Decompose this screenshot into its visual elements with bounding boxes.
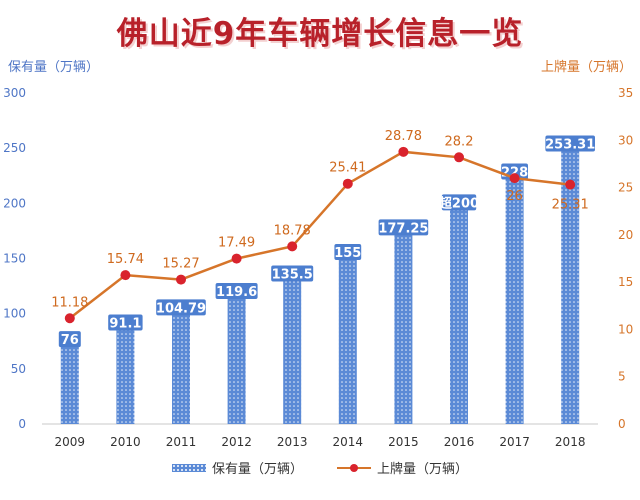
y-left-tick-label: 0 [18, 417, 26, 431]
line-marker-2014 [342, 178, 353, 189]
legend-item-registrations: 上牌量（万辆） [337, 458, 468, 477]
y-right-tick-label: 35 [618, 86, 633, 100]
bar-2010 [116, 323, 135, 424]
y-right-tick-label: 15 [618, 275, 633, 289]
bar-label-bg [545, 135, 595, 152]
line-marker-2015 [398, 146, 409, 157]
bar-label-bg [156, 299, 206, 316]
line-marker-2018 [565, 179, 576, 190]
line-value-label: 17.49 [218, 236, 255, 251]
line-value-label: 28.78 [385, 129, 422, 144]
line-marker-2017 [509, 173, 520, 184]
x-tick-label: 2015 [388, 435, 419, 449]
x-tick-label: 2012 [221, 435, 252, 449]
bar-value-label: 155 [334, 246, 361, 261]
bar-label-bg [58, 331, 81, 348]
legend: 保有量（万辆） 上牌量（万辆） [0, 458, 640, 477]
line-value-label: 25.31 [552, 198, 589, 213]
line-marker-2011 [176, 274, 186, 285]
bar-2009 [60, 340, 79, 424]
bar-label-bg [441, 194, 477, 211]
y-right-tick-label: 20 [618, 228, 633, 242]
bar-label-bg [271, 265, 314, 282]
bar-value-label: 104.79 [156, 301, 206, 316]
x-tick-label: 2011 [166, 435, 197, 449]
x-tick-label: 2017 [499, 435, 530, 449]
line-value-label: 25.41 [329, 161, 366, 176]
registration-line [69, 150, 571, 320]
x-tick-label: 2014 [333, 435, 364, 449]
y-right-tick-label: 0 [618, 417, 626, 431]
bar-label-bg [108, 314, 143, 331]
x-tick-label: 2009 [55, 435, 86, 449]
y-left-tick-label: 150 [3, 252, 26, 266]
bar-value-label: 177.25 [378, 221, 428, 236]
y-left-tick-label: 300 [3, 86, 26, 100]
bar-value-label: 119.6 [216, 285, 257, 300]
bar-label-bg [215, 283, 258, 300]
right-axis-unit: 上牌量（万辆） [540, 60, 632, 75]
legend-item-stock: 保有量（万辆） [171, 458, 303, 477]
line-marker-2016 [454, 152, 464, 163]
bar-value-label: 253.31 [545, 138, 595, 153]
legend-label-stock: 保有量（万辆） [211, 462, 303, 477]
bar-2018 [561, 144, 580, 424]
bar-2016 [450, 203, 468, 424]
x-tick-label: 2018 [555, 435, 586, 449]
x-tick-label: 2010 [110, 435, 141, 449]
bar-2017 [505, 172, 524, 424]
y-right-tick-label: 10 [618, 322, 633, 336]
x-tick-label: 2016 [444, 435, 475, 449]
line-value-label: 18.78 [274, 223, 311, 238]
y-left-tick-label: 100 [3, 307, 26, 321]
line-value-label: 28.2 [445, 134, 474, 149]
x-tick-label: 2013 [277, 435, 308, 449]
bar-value-label: 76 [61, 333, 79, 348]
bar-2015 [394, 228, 413, 424]
legend-bar-swatch [171, 463, 206, 472]
line-marker-2009 [64, 313, 75, 324]
chart-title: 佛山近9年车辆增长信息一览 [116, 16, 524, 52]
line-value-label: 15.27 [162, 257, 199, 272]
line-marker-2010 [120, 270, 131, 281]
y-left-tick-label: 200 [3, 196, 26, 210]
bar-value-label: 135.5 [272, 267, 313, 282]
y-left-tick-label: 250 [3, 141, 26, 155]
bar-label-bg [334, 243, 362, 260]
line-marker-2012 [231, 253, 242, 264]
bar-2012 [227, 292, 246, 424]
legend-label-registrations: 上牌量（万辆） [377, 462, 469, 477]
line-value-label: 26 [506, 189, 523, 204]
y-right-tick-label: 25 [618, 181, 633, 195]
line-marker-2013 [287, 241, 298, 252]
bar-value-label: 91.1 [109, 316, 141, 331]
y-left-tick-label: 50 [11, 362, 26, 376]
legend-line-swatch [337, 463, 371, 473]
y-right-tick-label: 5 [618, 370, 626, 384]
y-right-tick-label: 30 [618, 133, 633, 147]
line-value-label: 15.74 [107, 252, 144, 267]
bar-label-bg [378, 219, 429, 236]
line-value-label: 11.18 [51, 295, 88, 310]
bar-2014 [338, 252, 357, 424]
bar-2011 [172, 308, 190, 424]
bar-value-label: 超200 [439, 195, 479, 211]
left-axis-unit: 保有量（万辆） [8, 60, 100, 75]
bar-2013 [283, 274, 302, 424]
